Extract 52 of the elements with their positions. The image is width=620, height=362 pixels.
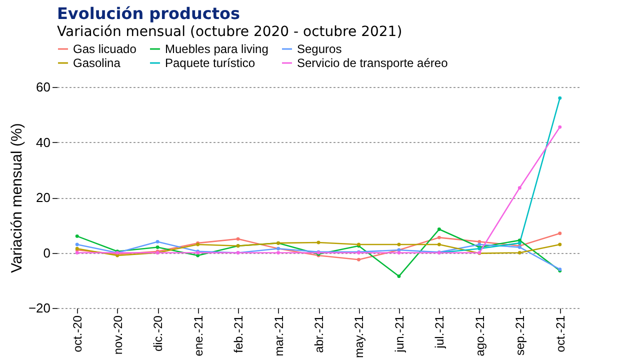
- point: [518, 238, 522, 242]
- x-tick-label: ene.-21: [191, 315, 206, 356]
- point: [236, 237, 240, 241]
- point: [156, 240, 160, 244]
- x-tick-label: mar.-21: [272, 315, 286, 356]
- point: [75, 234, 79, 238]
- point: [437, 242, 441, 246]
- legend-label: Paquete turístico: [165, 56, 256, 70]
- point: [156, 245, 160, 249]
- point: [397, 251, 401, 254]
- chart-subtitle: Variación mensual (octubre 2020 - octubre 2021): [57, 24, 402, 40]
- legend-label: Gas licuado: [73, 42, 137, 56]
- x-tick-label: nov.-20: [110, 315, 125, 355]
- x-tick-label: oct.-21: [553, 315, 568, 352]
- point: [558, 242, 562, 246]
- point: [397, 242, 401, 246]
- point: [558, 125, 562, 129]
- y-tick-label: 60: [36, 80, 50, 94]
- x-tick-label: sep.-21: [513, 315, 528, 356]
- point: [437, 228, 441, 231]
- point: [518, 251, 522, 254]
- y-tick-label: −20: [28, 300, 50, 316]
- point: [75, 251, 79, 254]
- x-tick-label: ago.-21: [472, 315, 487, 356]
- x-tick-label: jul.-21: [432, 315, 447, 350]
- point: [397, 274, 401, 278]
- point: [558, 96, 562, 100]
- y-axis-title: Variación mensual (%): [8, 123, 26, 273]
- point: [75, 242, 79, 246]
- point: [478, 240, 482, 244]
- x-tick-label: abr.-21: [312, 315, 326, 353]
- y-tick-label: 0: [43, 245, 50, 260]
- point: [316, 240, 320, 244]
- chart-title: Evolución productos: [57, 4, 240, 23]
- legend-label: Muebles para living: [165, 42, 268, 56]
- x-tick-label: may.-21: [352, 315, 366, 358]
- legend-label: Seguros: [297, 42, 342, 56]
- x-tick-label: dic.-20: [151, 315, 166, 352]
- legend-label: Servicio de transporte aéreo: [297, 56, 448, 70]
- point: [518, 186, 522, 190]
- point: [437, 236, 441, 240]
- x-tick-label: oct.-20: [70, 315, 85, 352]
- x-tick-label: feb.-21: [232, 315, 246, 353]
- point: [558, 232, 562, 236]
- x-tick-label: jun.-21: [392, 315, 406, 354]
- point: [518, 241, 522, 245]
- legend-label: Gasolina: [73, 56, 121, 70]
- point: [276, 251, 280, 254]
- point: [357, 258, 360, 262]
- point: [478, 242, 482, 246]
- y-tick-label: 20: [36, 190, 50, 205]
- y-tick-label: 40: [36, 134, 50, 150]
